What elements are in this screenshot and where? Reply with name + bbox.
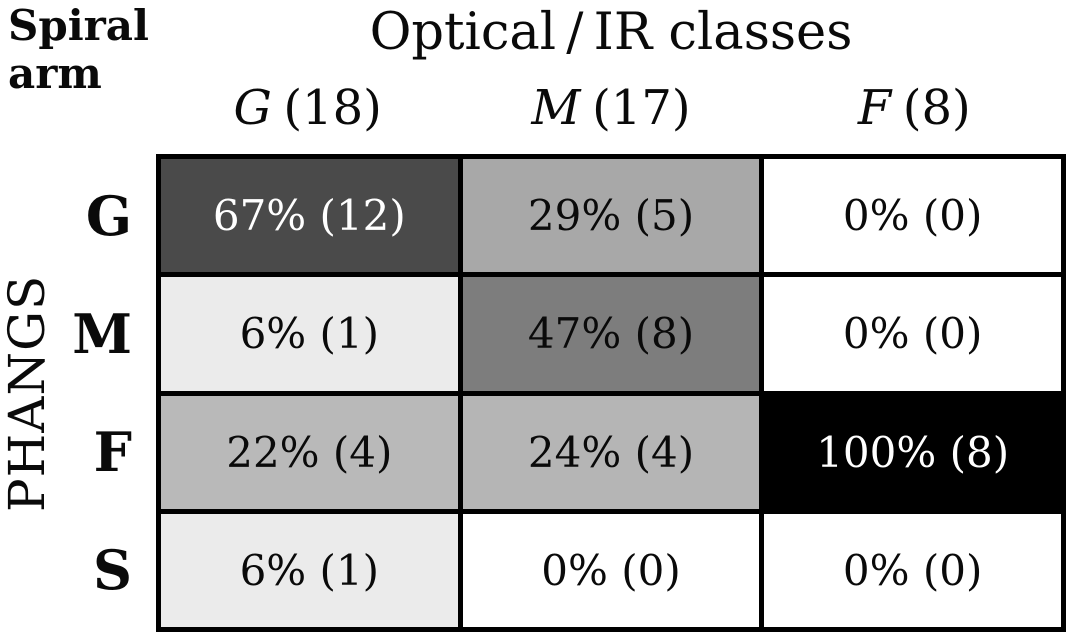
row-axis-title: PHANGS — [0, 274, 56, 512]
cell-G-G: 67% (12) — [161, 159, 458, 273]
column-header-G: G (18) — [156, 66, 459, 150]
column-count: (8) — [902, 80, 971, 136]
row-label-G: G — [85, 183, 132, 248]
cell-G-M: 29% (5) — [462, 159, 760, 273]
cell-S-G: 6% (1) — [161, 513, 458, 627]
column-count: (18) — [283, 80, 382, 136]
row-label-M: M — [72, 301, 132, 366]
cell-F-G: 22% (4) — [161, 395, 458, 509]
cell-G-F: 0% (0) — [764, 159, 1061, 273]
cell-S-F: 0% (0) — [764, 513, 1061, 627]
cell-F-M: 24% (4) — [462, 395, 760, 509]
cell-M-G: 6% (1) — [161, 277, 458, 391]
row-label-F: F — [93, 420, 132, 485]
column-axis-title: Optical / IR classes — [369, 2, 853, 62]
row-label-S: S — [93, 538, 132, 603]
cell-S-M: 0% (0) — [462, 513, 760, 627]
column-letter: M — [531, 80, 581, 136]
column-headers: G (18) M (17) F (8) — [156, 66, 1066, 150]
cell-M-M: 47% (8) — [462, 277, 760, 391]
confusion-matrix: 67% (12) 29% (5) 0% (0) 6% (1) 47% (8) 0… — [156, 154, 1066, 632]
corner-label: Spiral arm — [8, 1, 149, 98]
column-count: (17) — [592, 80, 691, 136]
column-header-M: M (17) — [459, 66, 762, 150]
cell-F-F: 100% (8) — [764, 395, 1061, 509]
cell-M-F: 0% (0) — [764, 277, 1061, 391]
column-header-F: F (8) — [763, 66, 1066, 150]
column-letter: F — [857, 80, 892, 136]
column-letter: G — [233, 80, 272, 136]
row-labels: G M F S — [54, 154, 154, 632]
